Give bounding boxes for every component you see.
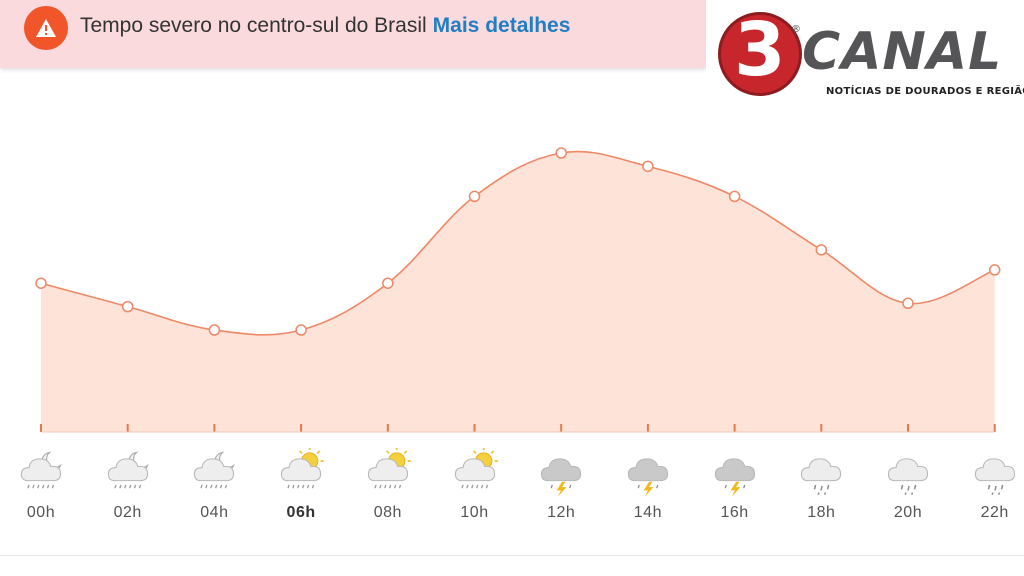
alert-message: Tempo severo no centro-sul do Brasil Mais… <box>80 14 570 38</box>
logo-number: 3 <box>734 7 786 93</box>
severe-weather-alert: Tempo severo no centro-sul do Brasil Mais… <box>0 0 706 68</box>
hour-20h[interactable]: 20h <box>873 448 943 522</box>
thunderstorm-icon <box>613 448 683 498</box>
hour-label: 20h <box>893 504 923 521</box>
data-point-02h[interactable] <box>121 300 134 313</box>
cloud-rain-icon <box>960 448 1024 498</box>
hour-label: 12h <box>547 504 576 521</box>
hour-label: 10h <box>460 504 489 521</box>
hour-14h[interactable]: 14h <box>613 448 683 522</box>
night-cloud-rain-icon <box>6 448 76 498</box>
hour-label: 14h <box>633 504 662 521</box>
night-cloud-rain-icon <box>179 448 249 498</box>
hour-08h[interactable]: 08h <box>353 448 423 522</box>
x-axis-ticks <box>40 424 996 433</box>
logo-circle <box>718 12 802 96</box>
hour-22h[interactable]: 22h <box>960 448 1024 522</box>
logo-name: CANAL <box>802 22 1003 82</box>
hour-16h[interactable]: 16h <box>700 448 770 522</box>
hour-02h[interactable]: 02h <box>93 448 163 522</box>
data-point-20h[interactable] <box>902 297 914 310</box>
hour-label: 08h <box>373 504 402 521</box>
cloud-rain-icon <box>873 448 943 498</box>
night-cloud-rain-icon <box>93 448 163 498</box>
logo-tagline: NOTÍCIAS DE DOURADOS E REGIÃO <box>826 86 1024 97</box>
sun-cloud-rain-icon <box>353 448 423 498</box>
hour-18h[interactable]: 18h <box>786 448 856 522</box>
hour-label: 04h <box>200 504 229 521</box>
hourly-area-chart <box>35 147 1001 433</box>
data-point-06h[interactable] <box>295 324 307 336</box>
hour-label: 02h <box>113 504 142 521</box>
hour-12h[interactable]: 12h <box>526 448 596 522</box>
canal-3-logo: 3 ® CANAL NOTÍCIAS DE DOURADOS E REGIÃO <box>706 0 1024 112</box>
hour-label: 18h <box>807 504 836 521</box>
thunderstorm-icon <box>526 448 596 498</box>
data-point-10h[interactable] <box>468 190 481 203</box>
hour-label: 22h <box>980 504 1009 521</box>
data-point-00h[interactable] <box>35 277 47 289</box>
hour-label: 06h <box>286 504 316 521</box>
data-point-04h[interactable] <box>208 324 221 336</box>
data-point-18h[interactable] <box>815 244 828 256</box>
hour-00h[interactable]: 00h <box>6 448 76 522</box>
data-point-16h[interactable] <box>728 190 741 203</box>
hour-06h[interactable]: 06h <box>266 448 336 522</box>
sun-cloud-rain-icon <box>440 448 510 498</box>
cloud-rain-icon <box>786 448 856 498</box>
chart-points <box>35 147 1001 336</box>
more-details-link[interactable]: Mais detalhes <box>432 14 571 37</box>
hour-10h[interactable]: 10h <box>440 448 510 522</box>
thunderstorm-icon <box>700 448 770 498</box>
logo-registered-mark: ® <box>791 24 801 35</box>
hour-label: 00h <box>26 504 56 521</box>
data-point-14h[interactable] <box>642 160 654 173</box>
data-point-08h[interactable] <box>382 277 394 289</box>
data-point-12h[interactable] <box>555 147 567 159</box>
chart-area-fill <box>41 151 995 432</box>
alert-text: Tempo severo no centro-sul do Brasil <box>80 14 427 37</box>
hour-04h[interactable]: 04h <box>179 448 249 522</box>
sun-cloud-rain-icon <box>266 448 336 498</box>
hour-label: 16h <box>720 504 749 521</box>
warning-icon <box>24 6 68 50</box>
divider <box>0 555 1024 556</box>
data-point-22h[interactable] <box>988 264 1001 276</box>
